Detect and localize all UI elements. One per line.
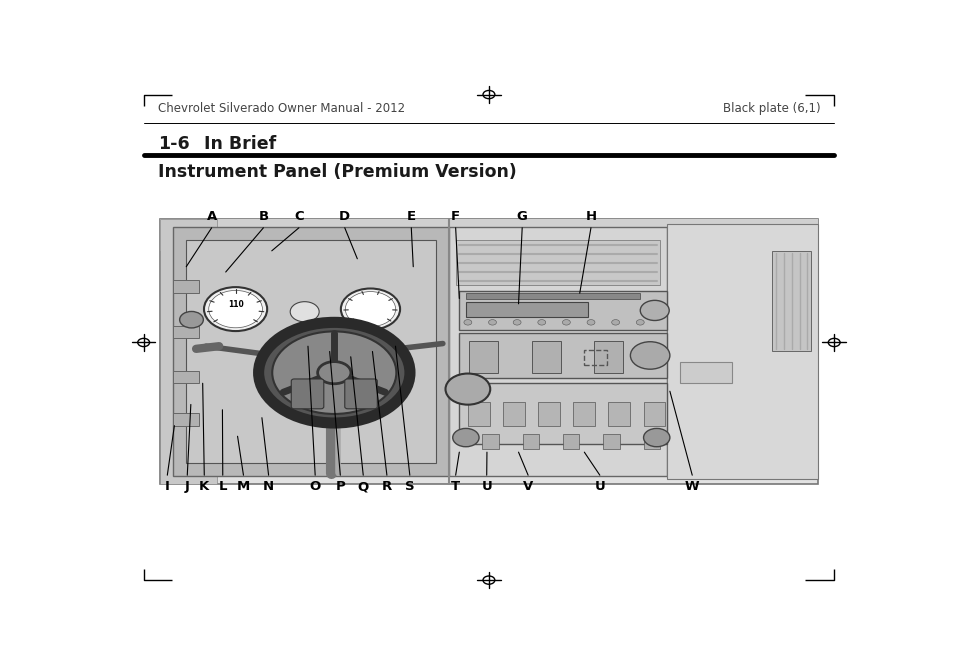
Text: F: F — [451, 210, 459, 222]
Ellipse shape — [261, 325, 407, 420]
Bar — [160, 219, 817, 250]
Text: Q: Q — [357, 480, 369, 494]
Bar — [456, 240, 659, 285]
Bar — [172, 227, 449, 476]
Text: O: O — [309, 480, 320, 494]
Circle shape — [488, 319, 496, 325]
Bar — [643, 402, 664, 426]
Bar — [172, 371, 199, 383]
FancyBboxPatch shape — [291, 379, 323, 409]
Bar — [172, 325, 199, 338]
Text: L: L — [218, 480, 227, 494]
Bar — [537, 402, 559, 426]
Text: R: R — [381, 480, 392, 494]
Text: 110: 110 — [228, 301, 243, 309]
Circle shape — [639, 301, 668, 321]
Bar — [643, 434, 659, 450]
Text: M: M — [236, 480, 250, 494]
Text: 1-6: 1-6 — [157, 135, 189, 153]
Bar — [465, 293, 639, 299]
Circle shape — [513, 319, 520, 325]
Bar — [482, 434, 498, 450]
Bar — [186, 240, 436, 463]
Text: A: A — [207, 210, 216, 222]
Bar — [458, 291, 666, 330]
Text: V: V — [522, 480, 533, 494]
Bar — [458, 333, 666, 378]
Circle shape — [643, 428, 669, 447]
Text: T: T — [451, 480, 459, 494]
Text: Chevrolet Silverado Owner Manual - 2012: Chevrolet Silverado Owner Manual - 2012 — [157, 102, 404, 116]
Text: U: U — [594, 480, 604, 494]
Bar — [771, 250, 810, 351]
Bar — [172, 281, 199, 293]
Bar — [449, 227, 666, 476]
Circle shape — [209, 291, 262, 328]
Text: W: W — [684, 480, 699, 494]
Bar — [465, 303, 587, 317]
Bar — [573, 402, 595, 426]
Bar — [522, 434, 538, 450]
Bar — [160, 219, 817, 484]
Bar — [160, 219, 216, 484]
Ellipse shape — [272, 331, 395, 414]
Text: D: D — [339, 210, 350, 222]
Circle shape — [586, 319, 595, 325]
Ellipse shape — [317, 361, 351, 383]
Text: Instrument Panel (Premium Version): Instrument Panel (Premium Version) — [157, 163, 516, 181]
Circle shape — [204, 287, 267, 331]
Bar — [172, 413, 199, 426]
Bar — [679, 362, 732, 383]
Circle shape — [340, 289, 399, 330]
Text: G: G — [517, 210, 527, 222]
Circle shape — [611, 319, 618, 325]
Text: J: J — [185, 480, 190, 494]
Circle shape — [290, 302, 319, 322]
Bar — [562, 434, 578, 450]
Bar — [608, 402, 630, 426]
Circle shape — [453, 428, 478, 447]
FancyBboxPatch shape — [344, 379, 377, 409]
Bar — [594, 341, 622, 373]
Text: U: U — [481, 480, 492, 494]
Text: N: N — [263, 480, 274, 494]
Bar — [666, 224, 817, 479]
Circle shape — [562, 319, 570, 325]
Text: C: C — [294, 210, 303, 222]
Bar — [531, 341, 560, 373]
Circle shape — [293, 357, 316, 373]
Text: E: E — [406, 210, 416, 222]
Bar — [502, 402, 524, 426]
Text: H: H — [585, 210, 596, 222]
Circle shape — [636, 319, 643, 325]
Circle shape — [537, 319, 545, 325]
Bar — [469, 341, 497, 373]
Circle shape — [630, 342, 669, 369]
Bar — [458, 383, 666, 444]
Circle shape — [463, 319, 472, 325]
Circle shape — [179, 311, 203, 328]
Text: S: S — [405, 480, 415, 494]
Text: In Brief: In Brief — [204, 135, 276, 153]
Bar — [467, 402, 489, 426]
Text: K: K — [199, 480, 209, 494]
Circle shape — [345, 292, 395, 327]
Text: P: P — [335, 480, 345, 494]
Circle shape — [445, 373, 490, 405]
Text: B: B — [258, 210, 268, 222]
Bar — [602, 434, 619, 450]
Text: Black plate (6,1): Black plate (6,1) — [721, 102, 820, 116]
Text: I: I — [165, 480, 170, 494]
